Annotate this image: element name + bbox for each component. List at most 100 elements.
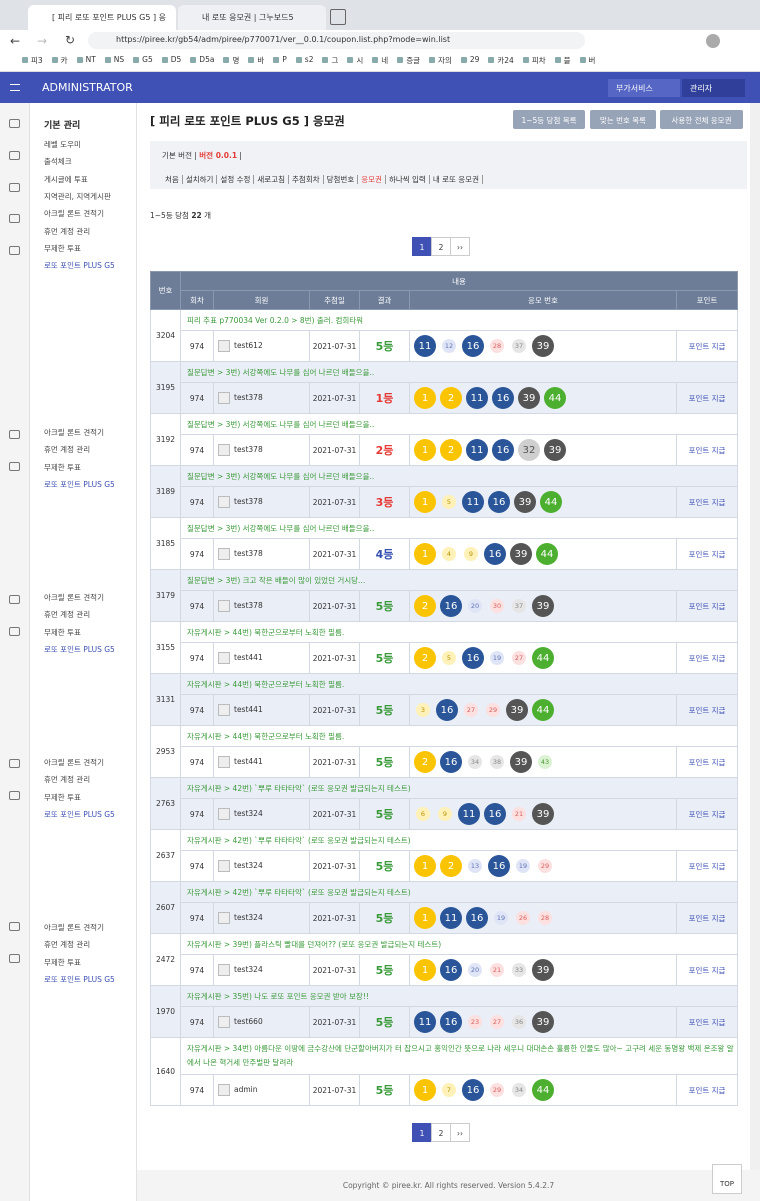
menu-item[interactable]: 로또 포인트 PLUS G5: [44, 974, 115, 984]
menu-item[interactable]: 무제한 투표: [44, 957, 81, 967]
page-button[interactable]: ››: [450, 237, 470, 256]
nav-link[interactable]: 설정 수정: [217, 175, 255, 184]
admin-button[interactable]: 관리자: [682, 79, 745, 97]
page-button[interactable]: ››: [450, 1123, 470, 1142]
sidebar-icon[interactable]: [9, 791, 20, 800]
scrollbar[interactable]: [750, 103, 760, 1170]
bookmark[interactable]: 피3: [22, 55, 52, 71]
bookmark[interactable]: P: [273, 55, 296, 71]
point-link[interactable]: 포인트 지급: [675, 382, 739, 414]
nav-link[interactable]: 당첨번호: [323, 175, 359, 184]
bookmark[interactable]: NT: [76, 55, 105, 71]
page-button[interactable]: 2: [431, 1123, 451, 1142]
row-post-title[interactable]: 자유게시판 > 39번) 플라스틱 빨대를 던져어?? (로또 응모권 발급되는…: [179, 933, 739, 955]
browser-tab[interactable]: 내 로또 응모권 | 그누보드5: [178, 5, 326, 30]
brand[interactable]: ADMINISTRATOR: [42, 81, 133, 94]
sidebar-icon[interactable]: [9, 759, 20, 768]
nav-link[interactable]: 하나씩 입력: [385, 175, 430, 184]
bookmark[interactable]: 버: [579, 55, 605, 71]
bookmark[interactable]: 피차: [522, 55, 555, 71]
back-icon[interactable]: ←: [10, 34, 21, 48]
sidebar-icon[interactable]: [9, 462, 20, 471]
point-link[interactable]: 포인트 지급: [675, 434, 739, 466]
bookmark[interactable]: 자의: [429, 55, 461, 71]
point-link[interactable]: 포인트 지급: [675, 902, 739, 934]
bookmark[interactable]: s2: [295, 55, 323, 71]
action-button[interactable]: 사용한 전체 응모권: [660, 110, 743, 129]
menu-item[interactable]: 휴먼 계정 관리: [44, 226, 91, 236]
menu-item[interactable]: 무제한 투표: [44, 792, 81, 802]
bookmark[interactable]: D5a: [190, 55, 223, 71]
point-link[interactable]: 포인트 지급: [675, 850, 739, 882]
row-post-title[interactable]: 자유게시판 > 42번) `뿌루 타타타악` (로또 응모권 발급되는지 테스트…: [179, 829, 739, 851]
menu-item[interactable]: 지역관리, 지역게시판: [44, 191, 111, 201]
menu-item[interactable]: 아크릴 론트 견적기: [44, 758, 104, 767]
menu-item[interactable]: 로또 포인트 PLUS G5: [44, 644, 115, 654]
sidebar-icon[interactable]: [9, 595, 20, 604]
row-post-title[interactable]: 자유게시판 > 35번) 나도 로또 포인트 응모권 받아 보장!!: [179, 985, 739, 1007]
row-post-title[interactable]: 자유게시판 > 42번) `뿌루 타타타악` (로또 응모권 발급되는지 테스트…: [179, 777, 739, 799]
page-button[interactable]: 2: [431, 237, 451, 256]
row-post-title[interactable]: 자유게시판 > 42번) `뿌루 타타타악` (로또 응모권 발급되는지 테스트…: [179, 881, 739, 903]
sidebar-icon[interactable]: [9, 922, 20, 931]
menu-item[interactable]: 게시글에 투표: [44, 174, 88, 184]
profile-icon[interactable]: [706, 34, 720, 48]
sidebar-icon[interactable]: [9, 246, 20, 255]
new-tab-button[interactable]: [330, 9, 346, 25]
point-link[interactable]: 포인트 지급: [675, 694, 739, 726]
point-link[interactable]: 포인트 지급: [675, 746, 739, 778]
point-link[interactable]: 포인트 지급: [675, 330, 739, 362]
point-link[interactable]: 포인트 지급: [675, 1074, 739, 1106]
forward-icon[interactable]: →: [37, 34, 48, 48]
point-link[interactable]: 포인트 지급: [675, 590, 739, 622]
row-post-title[interactable]: 질문답변 > 3번) 크고 작은 배들이 많이 있었던 거시당...: [179, 569, 739, 591]
menu-item[interactable]: 아크릴 론트 견적기: [44, 428, 104, 437]
page-button[interactable]: 1: [412, 1123, 432, 1142]
bookmark[interactable]: 블: [554, 55, 580, 71]
action-button[interactable]: 맞는 번호 목록: [590, 110, 656, 129]
point-link[interactable]: 포인트 지급: [675, 486, 739, 518]
point-link[interactable]: 포인트 지급: [675, 538, 739, 570]
row-post-title[interactable]: 질문답변 > 3번) 서강쪽에도 나무를 심어 나르던 배들으을..: [179, 413, 739, 435]
bookmark[interactable]: 증글: [397, 55, 429, 71]
row-post-title[interactable]: 질문답변 > 3번) 서강쪽에도 나무를 심어 나르던 배들으을..: [179, 517, 739, 539]
menu-icon[interactable]: [10, 84, 20, 91]
nav-link[interactable]: 내 로또 응모권: [429, 175, 483, 184]
row-post-title[interactable]: 자유게시판 > 34번) 아름다운 이땅에 금수강산에 단군할아버지가 터 잡으…: [179, 1037, 739, 1075]
bookmark[interactable]: 29: [460, 55, 489, 71]
nav-link[interactable]: 처음: [162, 175, 183, 184]
bookmark[interactable]: D5: [161, 55, 191, 71]
nav-link[interactable]: 추첨회차: [289, 175, 324, 184]
bookmark[interactable]: 시: [347, 55, 372, 71]
browser-tab[interactable]: [ 피리 로또 포인트 PLUS G5 ] 응: [28, 5, 176, 30]
menu-item[interactable]: 휴먼 계정 관리: [44, 610, 91, 620]
row-post-title[interactable]: 자유게시판 > 44번) 북한군으로부터 노획한 필름.: [179, 621, 739, 643]
bookmark[interactable]: 바: [248, 55, 273, 71]
point-link[interactable]: 포인트 지급: [675, 798, 739, 830]
bookmark[interactable]: NS: [104, 55, 133, 71]
nav-link[interactable]: 새로고침: [254, 175, 290, 184]
menu-item[interactable]: 아크릴 론트 견적기: [44, 593, 104, 602]
row-post-title[interactable]: 자유게시판 > 44번) 북한군으로부터 노획한 필름.: [179, 725, 739, 747]
row-post-title[interactable]: 질문답변 > 3번) 서강쪽에도 나무를 심어 나르던 배들으을..: [179, 465, 739, 487]
menu-item[interactable]: 아크릴 론트 견적기: [44, 923, 104, 932]
sidebar-icon[interactable]: [9, 430, 20, 439]
nav-link[interactable]: 설치하기: [182, 175, 218, 184]
sidebar-icon[interactable]: [9, 151, 20, 160]
menu-item[interactable]: 로또 포인트 PLUS G5: [44, 479, 115, 489]
point-link[interactable]: 포인트 지급: [675, 642, 739, 674]
row-post-title[interactable]: 질문답변 > 3번) 서강쪽에도 나무를 심어 나르던 배들으을..: [179, 361, 739, 383]
menu-item[interactable]: 휴먼 계정 관리: [44, 940, 91, 950]
menu-item[interactable]: 무제한 투표: [44, 243, 81, 253]
menu-item[interactable]: 휴먼 계정 관리: [44, 775, 91, 785]
sidebar-icon[interactable]: [9, 119, 20, 128]
sidebar-icon[interactable]: [9, 954, 20, 963]
reload-icon[interactable]: ↻: [65, 33, 76, 47]
bookmark[interactable]: G5: [133, 55, 162, 71]
point-link[interactable]: 포인트 지급: [675, 954, 739, 986]
bookmark[interactable]: 네: [372, 55, 397, 71]
nav-link[interactable]: 응모권: [358, 175, 386, 184]
menu-item[interactable]: 레벨 도우미: [44, 140, 81, 149]
menu-item[interactable]: 휴먼 계정 관리: [44, 445, 91, 455]
bookmark[interactable]: 그: [322, 55, 347, 71]
